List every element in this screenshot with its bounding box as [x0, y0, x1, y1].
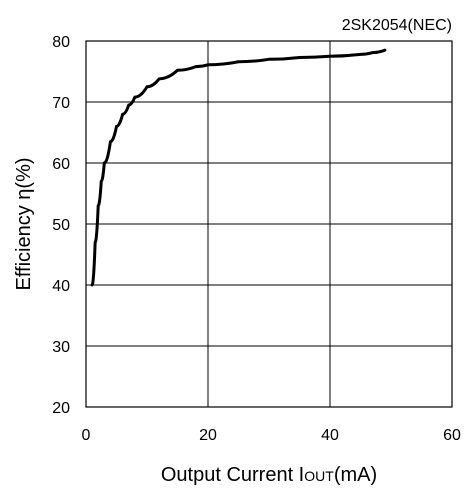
x-tick-label: 60 [443, 427, 461, 444]
x-tick-label: 40 [321, 427, 339, 444]
y-axis-label: Efficiency η(%) [13, 157, 35, 290]
y-tick-label: 60 [52, 156, 70, 173]
y-tick-label: 80 [52, 34, 70, 51]
series-line-0 [90, 48, 387, 287]
grid-layer [86, 41, 452, 407]
chart-title: 2SK2054(NEC) [342, 17, 452, 34]
y-tick-label: 50 [52, 217, 70, 234]
y-tick-label: 30 [52, 339, 70, 356]
y-tick-label: 20 [52, 400, 70, 417]
series-layer [90, 48, 387, 287]
x-tick-label: 20 [199, 427, 217, 444]
tick-layer: 0 20 40 60 20 30 40 50 60 70 80 [52, 34, 461, 444]
y-tick-label: 70 [52, 95, 70, 112]
plot-frame [85, 40, 453, 408]
y-tick-label: 40 [52, 278, 70, 295]
x-tick-label: 0 [82, 427, 91, 444]
x-axis-label: Output Current IOUT(mA) [161, 464, 377, 486]
